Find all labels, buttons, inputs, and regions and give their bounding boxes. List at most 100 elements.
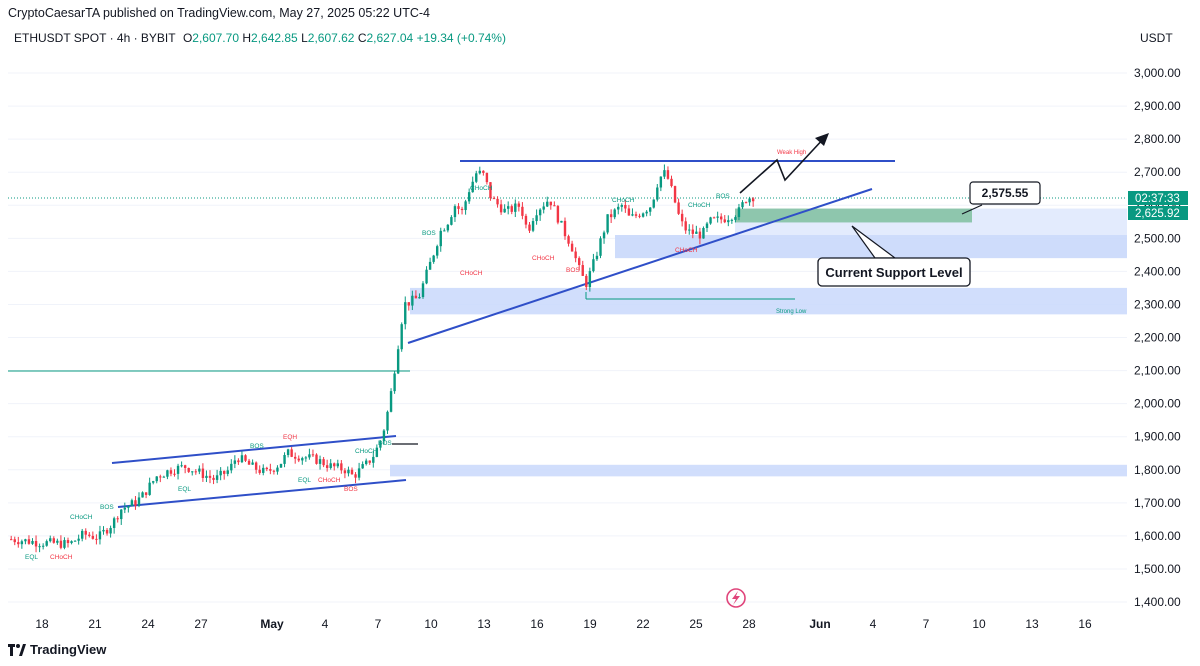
candle bbox=[503, 204, 506, 213]
candle bbox=[258, 465, 261, 475]
candle bbox=[254, 461, 258, 474]
candle bbox=[77, 534, 80, 545]
smc-label: BOS bbox=[100, 504, 114, 511]
candle bbox=[365, 458, 368, 466]
smc-label: CHoCH bbox=[470, 185, 493, 192]
candle bbox=[240, 451, 244, 464]
smc-label: CHoCH bbox=[460, 270, 483, 277]
ascending-trendline bbox=[407, 188, 873, 344]
candle bbox=[127, 505, 130, 513]
projection-arrowhead bbox=[815, 133, 829, 146]
candle bbox=[677, 198, 680, 215]
channel-lower-line bbox=[117, 479, 407, 508]
candle bbox=[695, 225, 698, 234]
price-tag-text: 2,625.92 bbox=[1135, 208, 1180, 220]
candle bbox=[588, 267, 592, 292]
tradingview-logo[interactable]: TradingView bbox=[8, 642, 106, 657]
smc-label: EQL bbox=[298, 477, 311, 484]
candle bbox=[641, 212, 645, 218]
price-tag bbox=[1128, 206, 1188, 220]
symbol-label[interactable]: ETHUSDT SPOT · 4h · BYBIT bbox=[14, 31, 176, 45]
strong-low-label: Strong Low bbox=[776, 309, 807, 315]
candle bbox=[283, 452, 286, 468]
candle bbox=[730, 218, 734, 224]
x-tick-label: 13 bbox=[1025, 617, 1039, 631]
candle bbox=[325, 459, 329, 472]
x-tick-label: 7 bbox=[923, 617, 930, 631]
candle bbox=[464, 199, 467, 215]
candle bbox=[521, 202, 524, 220]
candle bbox=[457, 203, 460, 215]
candle bbox=[244, 454, 247, 462]
smc-label: EQL bbox=[25, 554, 38, 561]
smc-label: CHoCH bbox=[50, 554, 73, 561]
x-tick-label: 22 bbox=[636, 617, 650, 631]
y-axis: 3,000.002,900.002,800.002,700.002,600.00… bbox=[1134, 66, 1181, 609]
candle bbox=[741, 200, 744, 209]
candle bbox=[737, 203, 741, 221]
candle bbox=[279, 463, 283, 468]
candle bbox=[453, 204, 457, 222]
candle bbox=[66, 537, 70, 548]
currency-label[interactable]: USDT bbox=[1140, 31, 1173, 45]
candle bbox=[81, 528, 84, 542]
candle bbox=[727, 215, 730, 227]
candle bbox=[585, 273, 588, 291]
price-callout-box bbox=[969, 181, 1041, 205]
candle bbox=[450, 215, 453, 226]
candle bbox=[286, 448, 290, 458]
candle bbox=[109, 525, 112, 538]
candle bbox=[247, 458, 251, 465]
candle bbox=[347, 466, 350, 477]
candle bbox=[716, 211, 719, 223]
candle bbox=[120, 509, 123, 525]
candle bbox=[20, 539, 24, 549]
candle bbox=[84, 528, 87, 540]
candle bbox=[478, 166, 481, 175]
candle bbox=[400, 322, 403, 352]
candle bbox=[514, 199, 517, 218]
candle bbox=[517, 201, 521, 212]
y-tick-label: 1,400.00 bbox=[1134, 595, 1181, 609]
smc-label: BOS bbox=[378, 440, 392, 447]
candle bbox=[17, 536, 20, 548]
smc-label: EQL bbox=[178, 486, 191, 493]
candle bbox=[354, 472, 357, 484]
candle bbox=[219, 467, 222, 481]
low-value: 2,607.62 bbox=[307, 31, 355, 45]
smc-label: CHoCH bbox=[675, 247, 698, 254]
candle bbox=[88, 532, 91, 538]
x-tick-label: 24 bbox=[141, 617, 155, 631]
price-tag-text: 02:37:33 bbox=[1135, 193, 1180, 205]
candle bbox=[553, 201, 556, 207]
candle bbox=[510, 204, 513, 215]
candle bbox=[152, 480, 155, 485]
candle bbox=[649, 206, 652, 216]
candle bbox=[112, 516, 116, 534]
candle bbox=[38, 543, 41, 553]
y-tick-label: 2,000.00 bbox=[1134, 397, 1181, 411]
smc-label: EQH bbox=[283, 434, 297, 441]
channel-upper-line bbox=[111, 435, 397, 464]
x-tick-label: 28 bbox=[742, 617, 756, 631]
price-tag bbox=[1128, 191, 1188, 205]
x-tick-label: 18 bbox=[35, 617, 49, 631]
candle bbox=[294, 452, 297, 464]
lower-zone bbox=[390, 464, 1127, 477]
lightning-icon[interactable] bbox=[726, 588, 746, 608]
candle bbox=[311, 449, 315, 458]
candle bbox=[613, 208, 616, 220]
candle bbox=[475, 170, 478, 184]
candle bbox=[460, 206, 464, 215]
smc-label: CHoCH bbox=[70, 514, 93, 521]
candle bbox=[49, 535, 52, 543]
candle bbox=[340, 460, 343, 474]
candle bbox=[599, 236, 602, 259]
y-tick-label: 2,500.00 bbox=[1134, 231, 1181, 245]
candle bbox=[418, 293, 421, 299]
strong-low-zone bbox=[410, 287, 1127, 315]
support-callout-box bbox=[817, 257, 971, 287]
candle bbox=[105, 528, 109, 536]
candle bbox=[574, 247, 577, 263]
